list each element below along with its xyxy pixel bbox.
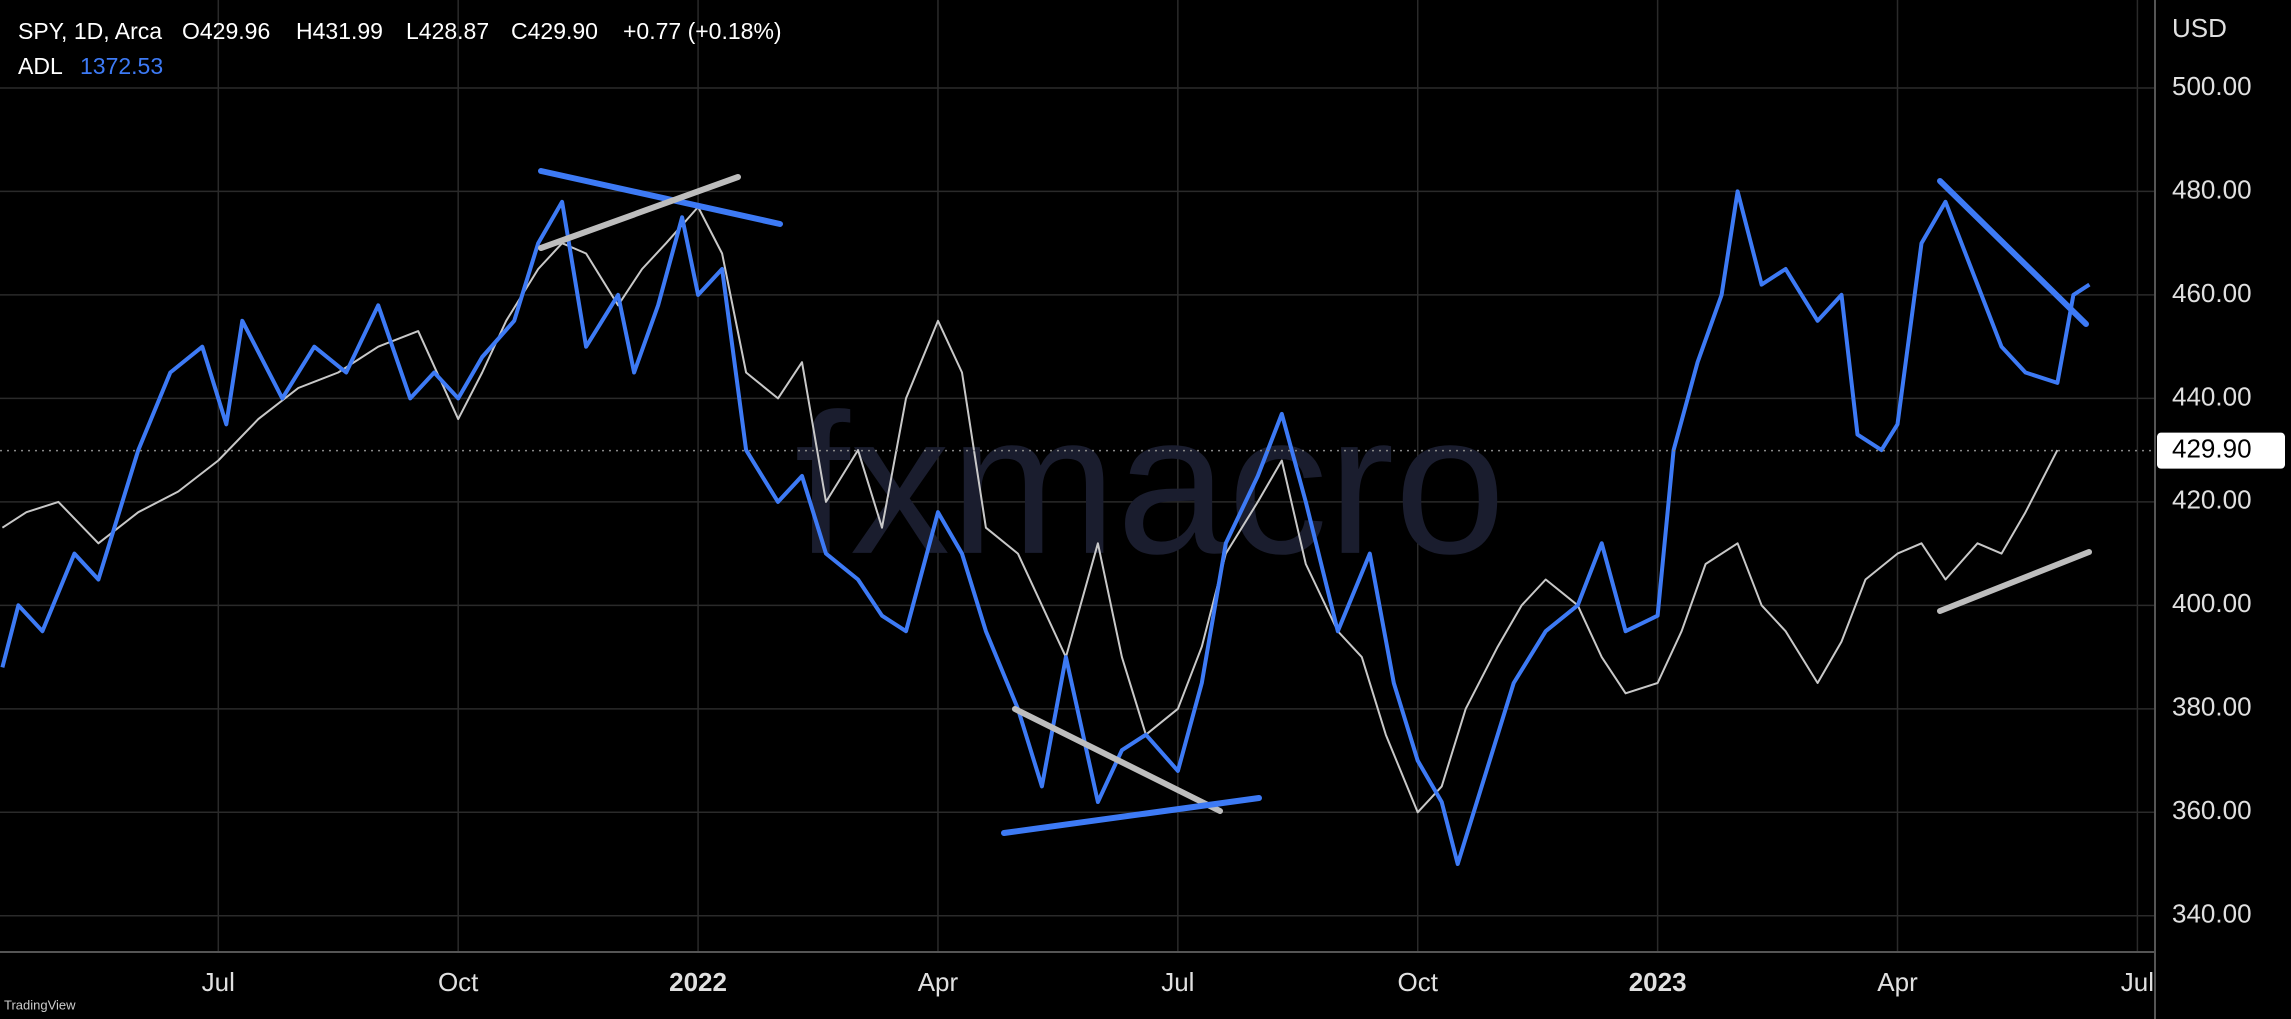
trendline [1937, 178, 2089, 327]
x-tick-label: Jul [202, 967, 235, 997]
plot [0, 189, 2155, 866]
trendlines [538, 168, 2092, 836]
x-tick-label: Jul [1161, 967, 1194, 997]
y-tick-label: 480.00 [2172, 174, 2252, 204]
watermark: fxmacro [794, 373, 1505, 596]
x-tick-label: 2022 [669, 967, 727, 997]
trendline [538, 174, 741, 251]
x-tick-label: 2023 [1629, 967, 1687, 997]
series-line [1, 206, 2059, 814]
y-tick-label: 440.00 [2172, 381, 2252, 411]
open: O429.96 [182, 18, 270, 44]
y-tick-label: 380.00 [2172, 692, 2252, 722]
y-tick-label: 460.00 [2172, 278, 2252, 308]
indicator-value: 1372.53 [80, 53, 163, 79]
last-price-label: 429.90 [2172, 434, 2252, 464]
footer: TradingView [4, 997, 76, 1012]
x-tick-label: Oct [438, 967, 479, 997]
x-tick-label: Apr [918, 967, 959, 997]
close: C429.90 [511, 18, 598, 44]
y-tick-label: 360.00 [2172, 795, 2252, 825]
low: L428.87 [406, 18, 489, 44]
high: H431.99 [296, 18, 383, 44]
y-tick-label: 420.00 [2172, 485, 2252, 515]
trendline [1001, 795, 1262, 836]
trendline [538, 168, 783, 227]
y-tick-label: 400.00 [2172, 588, 2252, 618]
indicator: ADL [18, 53, 63, 79]
series-line [0, 189, 2091, 866]
trendline [1012, 706, 1223, 814]
y-tick-label: 340.00 [2172, 899, 2252, 929]
y-tick-label: 500.00 [2172, 71, 2252, 101]
last-price-box [2157, 432, 2285, 469]
symbol: SPY, 1D, Arca [18, 18, 162, 44]
trendline [1937, 549, 2092, 614]
x-tick-label: Oct [1398, 967, 1439, 997]
change: +0.77 (+0.18%) [623, 18, 782, 44]
currency: USD [2172, 13, 2227, 43]
x-tick-label: Jul [2121, 967, 2154, 997]
x-tick-label: Apr [1877, 967, 1918, 997]
